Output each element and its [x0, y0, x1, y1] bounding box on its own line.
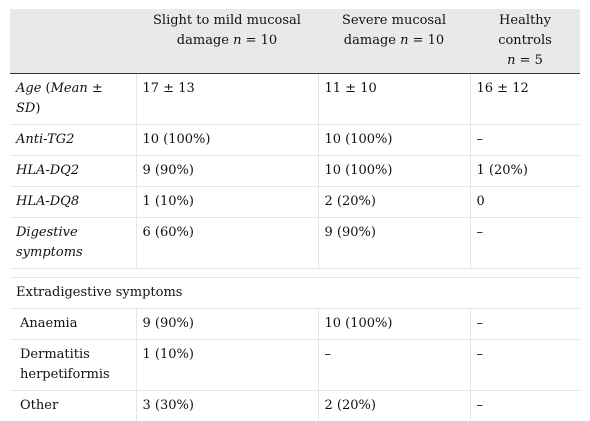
age-sd: SD — [16, 101, 35, 116]
cell-anti-tg2-severe: 10 (100%) — [318, 125, 470, 156]
table-row-anaemia: Anaemia 9 (90%) 10 (100%) – — [10, 309, 580, 340]
header-severe-count: = 10 — [408, 33, 444, 48]
section-label-extradigestive: Extradigestive symptoms — [10, 278, 580, 309]
row-label-age: Age (Mean ± SD) — [10, 74, 136, 125]
cell-other-severe: 2 (20%) — [318, 391, 470, 421]
cell-age-healthy: 16 ± 12 — [470, 74, 580, 125]
row-label-dermatitis: Dermatitis herpetiformis — [10, 340, 136, 391]
cell-hla-dq8-slight: 1 (10%) — [136, 187, 318, 218]
spacer-row — [10, 269, 580, 278]
cell-digestive-severe: 9 (90%) — [318, 218, 470, 269]
header-empty — [10, 9, 136, 74]
row-label-other: Other — [10, 391, 136, 421]
row-label-hla-dq2: HLA-DQ2 — [10, 156, 136, 187]
cell-hla-dq2-slight: 9 (90%) — [136, 156, 318, 187]
header-slight-mild-count: = 10 — [241, 33, 277, 48]
cell-anaemia-severe: 10 (100%) — [318, 309, 470, 340]
header-severe-damage: damage — [344, 33, 400, 48]
header-slight-mild-line1: Slight to mild mucosal — [153, 13, 301, 28]
header-healthy-line1: Healthy controls — [498, 13, 552, 48]
table-row-age: Age (Mean ± SD) 17 ± 13 11 ± 10 16 ± 12 — [10, 74, 580, 125]
cell-digestive-slight: 6 (60%) — [136, 218, 318, 269]
header-healthy-count: = 5 — [515, 53, 542, 68]
cell-anaemia-slight: 9 (90%) — [136, 309, 318, 340]
header-severe-line1: Severe mucosal — [342, 13, 446, 28]
row-label-digestive: Digestive symptoms — [10, 218, 136, 269]
table-row-hla-dq2: HLA-DQ2 9 (90%) 10 (100%) 1 (20%) — [10, 156, 580, 187]
table-row-hla-dq8: HLA-DQ8 1 (10%) 2 (20%) 0 — [10, 187, 580, 218]
age-paren-close: ) — [35, 101, 40, 116]
spacer-cell — [10, 269, 580, 278]
cell-anaemia-healthy: – — [470, 309, 580, 340]
cell-other-healthy: – — [470, 391, 580, 421]
table-row-digestive: Digestive symptoms 6 (60%) 9 (90%) – — [10, 218, 580, 269]
table-row-dermatitis: Dermatitis herpetiformis 1 (10%) – – — [10, 340, 580, 391]
row-label-hla-dq8: HLA-DQ8 — [10, 187, 136, 218]
cell-hla-dq8-healthy: 0 — [470, 187, 580, 218]
cell-dermatitis-slight: 1 (10%) — [136, 340, 318, 391]
cell-hla-dq2-severe: 10 (100%) — [318, 156, 470, 187]
cell-hla-dq2-healthy: 1 (20%) — [470, 156, 580, 187]
table-row-other: Other 3 (30%) 2 (20%) – — [10, 391, 580, 421]
cell-other-slight: 3 (30%) — [136, 391, 318, 421]
cell-anti-tg2-healthy: – — [470, 125, 580, 156]
section-row-extradigestive: Extradigestive symptoms — [10, 278, 580, 309]
age-mean: Mean ± — [51, 81, 103, 96]
cell-dermatitis-healthy: – — [470, 340, 580, 391]
cell-digestive-healthy: – — [470, 218, 580, 269]
cell-dermatitis-severe: – — [318, 340, 470, 391]
cell-age-slight: 17 ± 13 — [136, 74, 318, 125]
row-label-anaemia: Anaemia — [10, 309, 136, 340]
cell-age-severe: 11 ± 10 — [318, 74, 470, 125]
table-row-anti-tg2: Anti-TG2 10 (100%) 10 (100%) – — [10, 125, 580, 156]
row-label-anti-tg2: Anti-TG2 — [10, 125, 136, 156]
cell-hla-dq8-severe: 2 (20%) — [318, 187, 470, 218]
cell-anti-tg2-slight: 10 (100%) — [136, 125, 318, 156]
age-paren-open: ( — [41, 81, 50, 96]
age-label: Age — [16, 81, 41, 96]
header-slight-mild-damage: damage — [177, 33, 233, 48]
